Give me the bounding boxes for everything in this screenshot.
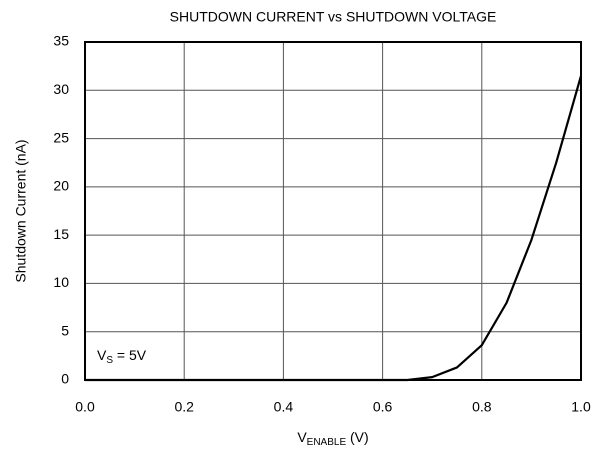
x-axis-label: VENABLE (V) [297,429,368,448]
y-tick-label: 30 [53,81,69,97]
x-label-sub: ENABLE [307,437,347,448]
annotation-sub: S [106,355,113,366]
x-tick-label: 0.6 [373,399,393,415]
y-tick-label: 0 [61,371,69,387]
x-label-rest: (V) [346,429,369,445]
chart-title: SHUTDOWN CURRENT vs SHUTDOWN VOLTAGE [170,9,497,25]
y-tick-label: 20 [53,178,69,194]
y-axis-label: Shutdown Current (nA) [13,139,29,282]
annotation: VS = 5V [97,347,147,366]
annotation-rest: = 5V [113,347,147,363]
x-tick-label: 0.4 [274,399,294,415]
plot-frame [84,41,582,381]
y-tick-label: 35 [53,33,69,49]
y-tick-label: 15 [53,226,69,242]
x-tick-label: 0.2 [174,399,194,415]
x-tick-label: 0.0 [75,399,95,415]
y-tick-label: 5 [61,322,69,338]
x-label-main: V [297,429,307,445]
curve [85,75,583,382]
y-tick-label: 25 [53,129,69,145]
x-tick-label: 0.8 [472,399,492,415]
x-tick-label: 1.0 [571,399,591,415]
y-tick-label: 10 [53,274,69,290]
annotation-main: V [97,347,107,363]
